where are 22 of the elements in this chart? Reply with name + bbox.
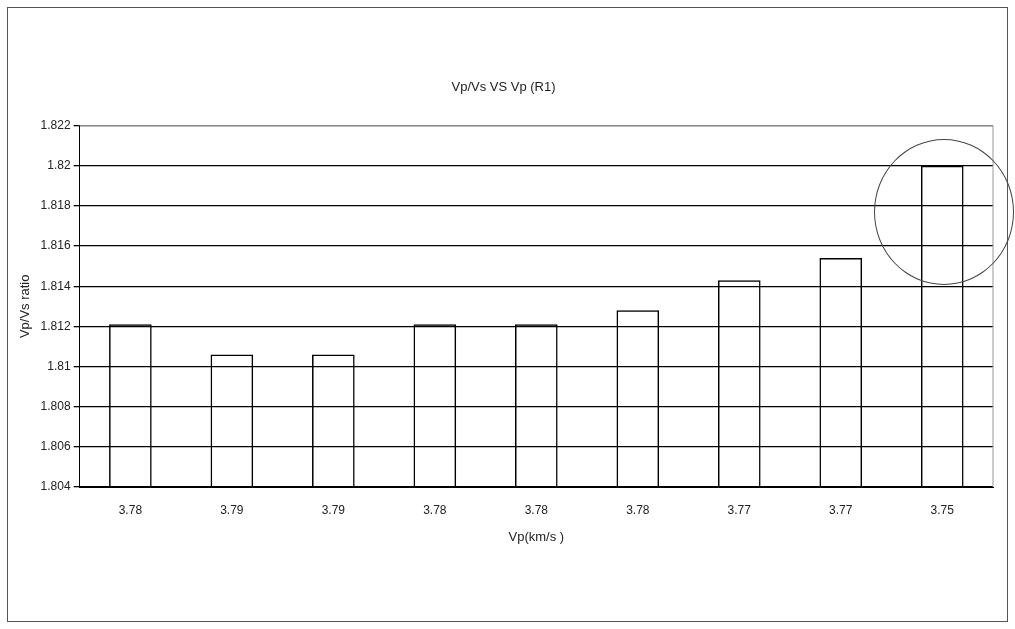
x-axis-title: Vp(km/s ) <box>508 528 565 544</box>
x-tick-label: 3.79 <box>220 502 244 517</box>
chart-title: Vp/Vs VS Vp (R1) <box>451 79 556 95</box>
y-axis-title: Vp/Vs ratio <box>17 274 33 339</box>
x-tick-label: 3.75 <box>930 502 955 517</box>
x-tick-label: 3.78 <box>423 502 447 517</box>
y-tick-label: 1.804 <box>40 479 71 494</box>
y-tick-label: 1.818 <box>40 198 71 213</box>
y-tick-label: 1.806 <box>40 439 71 454</box>
x-tick-label: 3.77 <box>727 502 752 517</box>
y-tick-label: 1.82 <box>47 158 71 173</box>
x-tick-label: 3.78 <box>524 502 549 517</box>
y-tick-label: 1.81 <box>47 358 71 373</box>
y-tick-label: 1.812 <box>40 318 71 333</box>
x-tick-label: 3.79 <box>321 502 346 517</box>
y-tick-label: 1.814 <box>40 278 71 293</box>
x-tick-label: 3.78 <box>118 502 143 517</box>
y-tick-label: 1.822 <box>40 117 71 132</box>
x-tick-label: 3.78 <box>626 502 650 517</box>
y-tick-label: 1.816 <box>40 238 71 253</box>
y-tick-label: 1.808 <box>40 399 71 413</box>
x-tick-label: 3.77 <box>829 502 853 517</box>
